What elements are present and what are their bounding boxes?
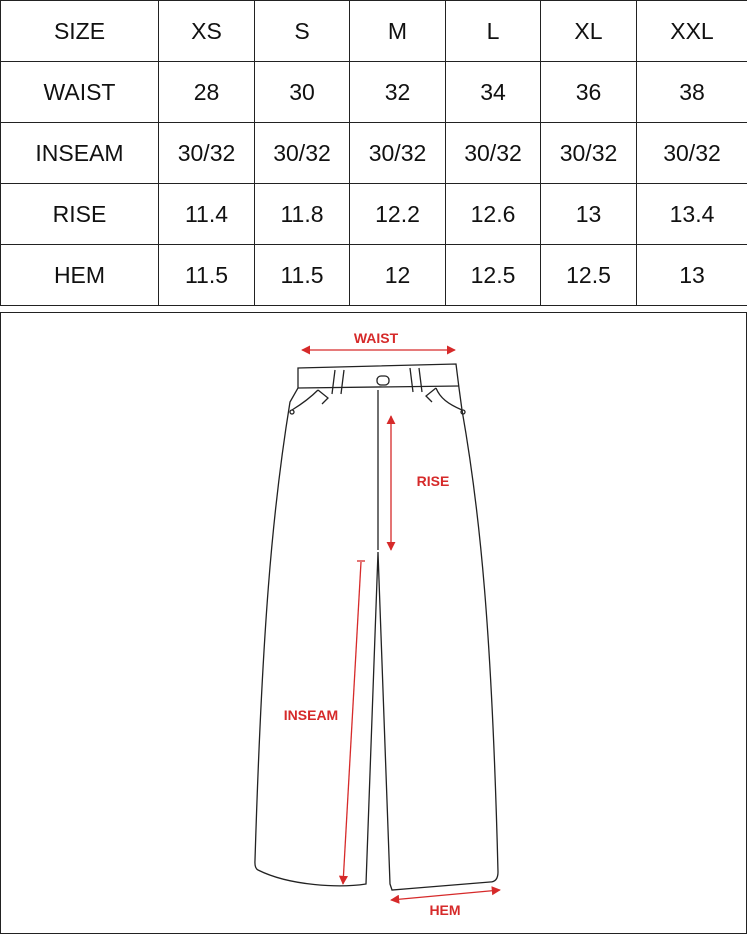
header-cell: XS <box>158 0 255 62</box>
table-cell: 34 <box>445 61 541 123</box>
jeans-diagram: WAIST RISE INSEAM HEM <box>0 312 747 934</box>
table-cell: 32 <box>349 61 446 123</box>
header-cell: L <box>445 0 541 62</box>
table-cell: 12 <box>349 244 446 306</box>
header-cell: SIZE <box>0 0 159 62</box>
table-cell: 30/32 <box>636 122 747 184</box>
table-cell: 36 <box>540 61 637 123</box>
row-label: INSEAM <box>0 122 159 184</box>
size-table: SIZE XS S M L XL XXL WAIST 28 30 32 34 36 38 INSEAM 30/… <box>0 0 747 306</box>
table-cell: 12.2 <box>349 183 446 245</box>
table-cell: 28 <box>158 61 255 123</box>
table-row: HEM 11.5 11.5 12 12.5 12.5 13 <box>0 244 747 306</box>
diagram-label: RISE <box>417 473 450 489</box>
table-cell: 13 <box>636 244 747 306</box>
table-cell: 12.6 <box>445 183 541 245</box>
diagram-label: WAIST <box>354 330 399 346</box>
jeans-outline <box>254 363 499 891</box>
measure-arrows <box>301 345 501 904</box>
table-row: WAIST 28 30 32 34 36 38 <box>0 61 747 123</box>
table-cell: 30/32 <box>540 122 637 184</box>
table-cell: 38 <box>636 61 747 123</box>
row-label: RISE <box>0 183 159 245</box>
table-row: SIZE XS S M L XL XXL <box>0 0 747 62</box>
diagram-label: INSEAM <box>284 707 338 723</box>
table-cell: 30/32 <box>349 122 446 184</box>
table-cell: 11.5 <box>158 244 255 306</box>
table-cell: 30 <box>254 61 350 123</box>
table-cell: 11.4 <box>158 183 255 245</box>
table-cell: 12.5 <box>445 244 541 306</box>
header-cell: XXL <box>636 0 747 62</box>
table-cell: 11.5 <box>254 244 350 306</box>
header-cell: M <box>349 0 446 62</box>
table-cell: 30/32 <box>158 122 255 184</box>
table-cell: 30/32 <box>254 122 350 184</box>
table-cell: 13 <box>540 183 637 245</box>
table-cell: 30/32 <box>445 122 541 184</box>
table-row: INSEAM 30/32 30/32 30/32 30/32 30/32 30/32 <box>0 122 747 184</box>
row-label: WAIST <box>0 61 159 123</box>
table-row: RISE 11.4 11.8 12.2 12.6 13 13.4 <box>0 183 747 245</box>
table-cell: 12.5 <box>540 244 637 306</box>
table-cell: 11.8 <box>254 183 350 245</box>
header-cell: XL <box>540 0 637 62</box>
diagram-label: HEM <box>429 902 460 918</box>
row-label: HEM <box>0 244 159 306</box>
table-cell: 13.4 <box>636 183 747 245</box>
header-cell: S <box>254 0 350 62</box>
